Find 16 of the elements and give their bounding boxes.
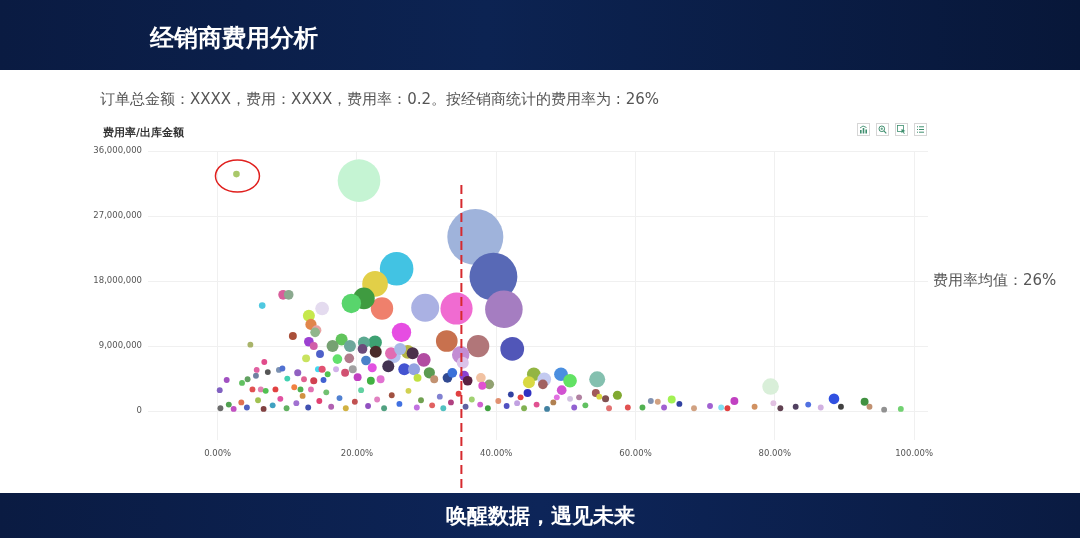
x-tick-label: 0.00% [204,448,232,459]
x-tick-label: 60.00% [619,448,652,459]
chart-title: 经销商费用分析 [150,23,318,54]
y-tick-label: 18,000,000 [93,275,142,286]
x-tick-label: 80.00% [758,448,791,459]
text: 费用率均值：26% [933,270,1057,289]
x-tick-label: 40.00% [480,448,513,459]
text: 唤醒数据，遇见未来 [445,503,635,530]
y-tick-label: 36,000,000 [93,145,142,156]
x-tick-label: 20.00% [340,448,374,459]
y-tick-label: 0 [136,405,142,416]
x-tick-label: 100.00% [895,448,933,459]
y-tick-label: 9,000,000 [98,340,142,351]
y-axis-title: 费用率/出库金额 [103,125,184,139]
chart-subtitle: 订单总金额：XXXX，费用：XXXX，费用率：0.2。按经销商统计的费用率为 : 26% [100,89,659,110]
y-tick-label: 27,000,000 [93,210,142,221]
